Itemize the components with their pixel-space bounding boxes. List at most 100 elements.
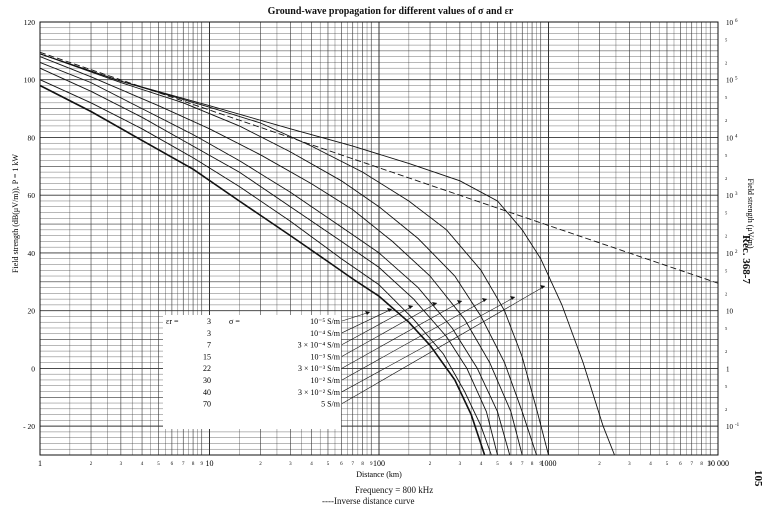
x-minor-tick-label: 6	[340, 462, 343, 467]
leader-arrowhead	[457, 300, 462, 304]
right-minor-tick: 2	[725, 234, 727, 239]
y-tick-label: 60	[28, 191, 36, 200]
right-minor-tick: 5	[725, 326, 728, 331]
right-tick-label: 10	[726, 192, 734, 200]
inverse-distance-note: ----Inverse distance curve	[322, 496, 415, 506]
x-axis-label: Distance (km)	[356, 470, 402, 479]
x-minor-tick-label: 7	[521, 462, 524, 467]
eps-value: 40	[203, 388, 211, 397]
curves	[39, 51, 719, 456]
parameter-table: εr = σ = 3 10⁻⁵ S/m 3 10⁻⁴ S/m 7 3 × 10⁻⁴ S/m 15…	[163, 285, 546, 429]
right-minor-tick: 2	[725, 407, 727, 412]
frequency-note: Frequency = 800 kHz	[355, 485, 434, 495]
leader-arrowhead	[540, 285, 545, 289]
series-line	[39, 53, 615, 456]
sigma-value: 3 × 10⁻³ S/m	[298, 364, 341, 373]
series-line	[39, 67, 498, 456]
right-minor-tick: 2	[725, 291, 727, 296]
x-minor-tick-label: 8	[192, 462, 195, 467]
x-minor-tick-label: 3	[628, 462, 631, 467]
x-minor-tick-label: 4	[480, 462, 483, 467]
eps-value: 15	[203, 352, 211, 361]
sigma-value: 3 × 10⁻² S/m	[298, 388, 341, 397]
series-line	[39, 51, 719, 284]
x-minor-tick-label: 9	[709, 462, 712, 467]
leader-arrowhead	[365, 311, 370, 315]
series-line	[39, 84, 486, 456]
y-axis-label-left: Field strength (dB(μV/m)), P = 1 kW	[11, 154, 20, 273]
right-tick-label: 10	[726, 308, 734, 316]
right-tick-exponent: 6	[735, 19, 738, 24]
x-minor-tick-label: 8	[700, 462, 703, 467]
series-line	[39, 79, 492, 456]
right-tick-label: 10	[726, 423, 734, 431]
x-minor-tick-label: 5	[496, 462, 499, 467]
leader-line	[341, 308, 393, 334]
series-line	[39, 53, 549, 456]
x-minor-tick-label: 5	[327, 462, 330, 467]
sigma-value: 5 S/m	[321, 400, 341, 409]
right-minor-tick: 2	[725, 176, 727, 181]
x-tick-label: 10	[206, 459, 214, 468]
leader-line	[341, 302, 438, 357]
sigma-value: 3 × 10⁻⁴ S/m	[298, 341, 341, 350]
eps-value: 70	[203, 400, 211, 409]
right-tick-exponent: -1	[735, 423, 740, 428]
leader-arrowhead	[510, 296, 515, 300]
leader-line	[341, 296, 516, 393]
x-minor-tick-label: 5	[157, 462, 160, 467]
x-minor-tick-label: 2	[429, 462, 432, 467]
eps-value: 7	[207, 341, 211, 350]
grid	[39, 21, 719, 456]
right-tick-exponent: 5	[735, 77, 738, 82]
x-minor-tick-label: 6	[679, 462, 682, 467]
x-minor-tick-label: 4	[310, 462, 313, 467]
y-tick-label: 0	[31, 364, 35, 373]
right-minor-tick: 5	[725, 95, 728, 100]
sigma-value: 10⁻² S/m	[310, 376, 340, 385]
x-minor-tick-label: 6	[171, 462, 174, 467]
right-minor-tick: 2	[725, 60, 727, 65]
right-tick-label: 10	[726, 250, 734, 258]
leader-line	[341, 300, 463, 369]
x-minor-tick-label: 3	[459, 462, 462, 467]
page-number: 105	[752, 470, 764, 487]
leader-arrowhead	[387, 308, 392, 312]
right-minor-tick: 5	[725, 268, 728, 273]
y-tick-label: 40	[28, 249, 36, 258]
series-line	[39, 61, 511, 456]
right-tick-exponent: 3	[735, 192, 738, 197]
leader-arrowhead	[408, 305, 413, 309]
right-tick-label: 1	[726, 365, 730, 373]
right-tick-label: 10	[726, 77, 734, 85]
x-minor-tick-label: 3	[120, 462, 123, 467]
chart-title: Ground-wave propagation for different va…	[267, 6, 514, 17]
x-minor-tick-label: 9	[539, 462, 542, 467]
right-minor-tick: 5	[725, 37, 728, 42]
x-tick-label: 100	[373, 459, 385, 468]
x-minor-tick-label: 8	[361, 462, 364, 467]
right-tick-exponent: 2	[735, 250, 738, 255]
axes	[39, 21, 719, 456]
x-minor-tick-label: 7	[351, 462, 354, 467]
x-minor-tick-label: 5	[666, 462, 669, 467]
sigma-value: 10⁻⁵ S/m	[310, 317, 341, 326]
x-minor-tick-label: 7	[690, 462, 693, 467]
series-line	[39, 56, 523, 456]
x-minor-tick-label: 4	[649, 462, 652, 467]
sigma-value: 10⁻⁴ S/m	[310, 329, 341, 338]
y-tick-label: - 20	[23, 422, 35, 431]
eps-value: 3	[207, 317, 211, 326]
y-tick-label: 80	[28, 133, 36, 142]
x-minor-tick-label: 2	[259, 462, 262, 467]
x-minor-tick-label: 7	[182, 462, 185, 467]
x-minor-tick-label: 4	[141, 462, 144, 467]
eps-value: 22	[203, 364, 211, 373]
right-minor-tick: 5	[725, 153, 728, 158]
x-tick-label: 1000	[541, 459, 557, 468]
leader-arrowhead	[482, 298, 487, 302]
leader-line	[341, 311, 371, 322]
sigma-value: 10⁻³ S/m	[310, 352, 340, 361]
